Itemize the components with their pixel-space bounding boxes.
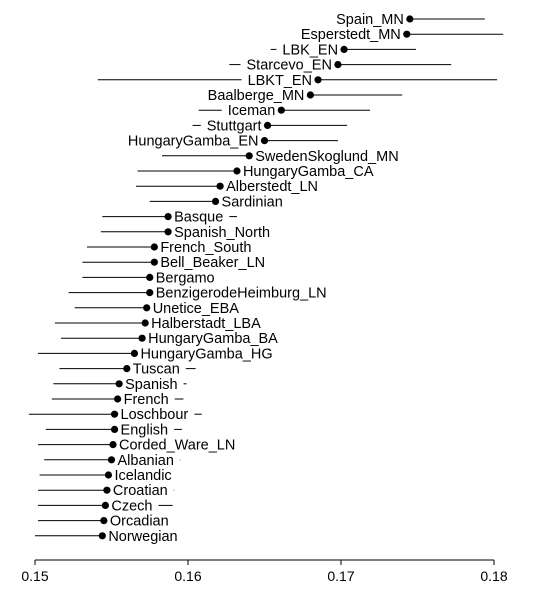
point-label-8: HungaryGamba_EN (128, 134, 259, 150)
point-label-34: Norwegian (108, 529, 177, 545)
data-point-1 (403, 31, 410, 38)
x-tick-label-3: 0.18 (480, 568, 507, 584)
data-point-2 (340, 46, 347, 53)
data-point-10 (233, 167, 240, 174)
data-point-0 (406, 15, 413, 22)
data-point-18 (146, 289, 153, 296)
point-label-14: Spanish_North (174, 225, 270, 241)
point-label-6: Iceman (228, 103, 276, 119)
data-point-20 (142, 319, 149, 326)
point-label-25: French (124, 392, 169, 408)
point-label-3: Starcevo_EN (247, 58, 332, 74)
point-label-0: Spain_MN (336, 12, 404, 28)
point-label-28: Corded_Ware_LN (119, 438, 235, 454)
point-label-9: SwedenSkoglund_MN (255, 149, 398, 165)
data-point-4 (314, 76, 321, 83)
point-label-7: Stuttgart (207, 118, 262, 134)
point-label-26: Loschbour (121, 407, 189, 423)
data-point-6 (278, 107, 285, 114)
data-point-31 (103, 487, 110, 494)
point-label-20: Halberstadt_LBA (151, 316, 261, 332)
data-point-22 (131, 350, 138, 357)
point-label-30: Icelandic (114, 468, 171, 484)
data-point-17 (146, 274, 153, 281)
point-label-13: Basque (174, 210, 223, 226)
point-label-17: Bergamo (156, 270, 215, 286)
data-point-21 (139, 335, 146, 342)
point-label-10: HungaryGamba_CA (243, 164, 374, 180)
data-point-26 (111, 411, 118, 418)
data-point-9 (246, 152, 253, 159)
point-label-32: Czech (111, 498, 152, 514)
point-label-12: Sardinian (222, 194, 283, 210)
point-label-16: Bell_Beaker_LN (160, 255, 265, 271)
data-point-13 (165, 213, 172, 220)
point-label-21: HungaryGamba_BA (148, 331, 278, 347)
data-point-27 (111, 426, 118, 433)
point-label-1: Esperstedt_MN (301, 27, 401, 43)
data-point-32 (102, 502, 109, 509)
point-label-19: Unetice_EBA (153, 301, 240, 317)
data-point-33 (100, 517, 107, 524)
data-point-15 (151, 243, 158, 250)
x-axis: 0.15 0.16 0.17 0.18 (21, 560, 507, 584)
data-point-11 (217, 183, 224, 190)
data-point-12 (212, 198, 219, 205)
point-label-15: French_South (160, 240, 251, 256)
data-point-23 (123, 365, 130, 372)
data-point-3 (334, 61, 341, 68)
data-point-25 (114, 395, 121, 402)
data-point-5 (307, 91, 314, 98)
point-label-23: Tuscan (133, 362, 180, 378)
point-label-24: Spanish (125, 377, 177, 393)
point-label-33: Orcadian (110, 514, 169, 530)
point-label-18: BenzigerodeHeimburg_LN (156, 286, 327, 302)
x-tick-label-0: 0.15 (21, 568, 48, 584)
data-point-7 (264, 122, 271, 129)
point-label-11: Alberstedt_LN (226, 179, 318, 195)
x-tick-label-1: 0.16 (174, 568, 201, 584)
data-point-28 (109, 441, 116, 448)
data-point-16 (151, 259, 158, 266)
point-label-4: LBKT_EN (248, 73, 312, 89)
point-label-5: Baalberge_MN (208, 88, 305, 104)
data-point-34 (99, 532, 106, 539)
data-point-19 (143, 304, 150, 311)
data-point-8 (261, 137, 268, 144)
data-point-14 (165, 228, 172, 235)
point-label-31: Croatian (113, 483, 168, 499)
point-label-27: English (121, 422, 169, 438)
data-point-29 (108, 456, 115, 463)
data-point-30 (105, 471, 112, 478)
point-label-22: HungaryGamba_HG (140, 346, 272, 362)
point-label-29: Albanian (118, 453, 174, 469)
data-point-24 (116, 380, 123, 387)
x-tick-label-2: 0.17 (327, 568, 354, 584)
point-label-2: LBK_EN (282, 42, 338, 58)
